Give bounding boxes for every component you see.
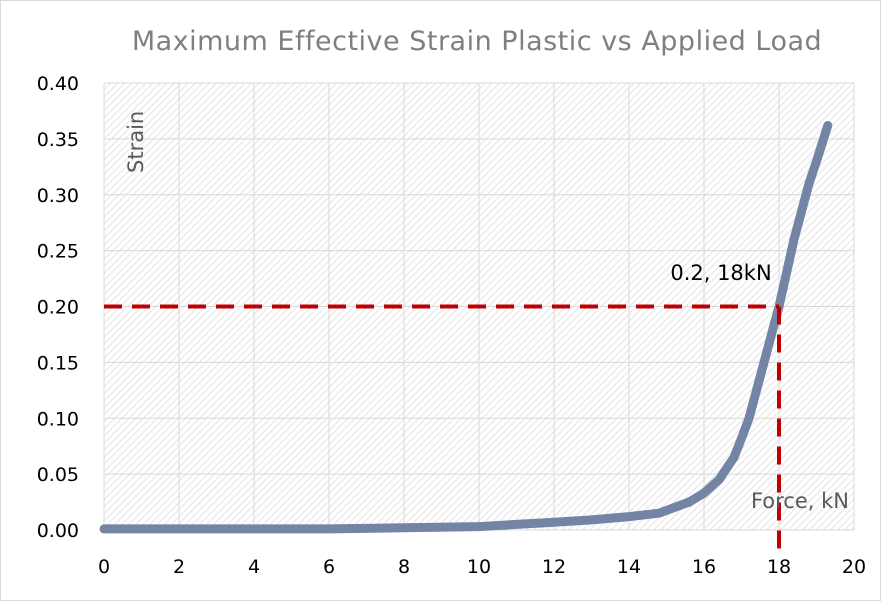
y-tick-label: 0.15 bbox=[37, 352, 79, 374]
y-tick-label: 0.35 bbox=[37, 129, 79, 151]
chart-title: Maximum Effective Strain Plastic vs Appl… bbox=[132, 26, 822, 57]
y-tick-label: 0.25 bbox=[37, 241, 79, 263]
x-tick-label: 10 bbox=[467, 556, 491, 578]
y-tick-label: 0.05 bbox=[37, 464, 79, 486]
y-tick-label: 0.20 bbox=[37, 297, 79, 319]
reference-lines bbox=[104, 304, 781, 550]
x-tick-label: 18 bbox=[767, 556, 791, 578]
x-tick-label: 12 bbox=[542, 556, 566, 578]
y-tick-label: 0.40 bbox=[37, 73, 79, 95]
x-tick-label: 14 bbox=[617, 556, 641, 578]
x-axis-title: Force, kN bbox=[751, 489, 849, 513]
x-tick-label: 20 bbox=[842, 556, 866, 578]
y-axis-tick-labels: 0.00 0.05 0.10 0.15 0.20 0.25 0.30 0.35 0.40 bbox=[37, 73, 79, 542]
x-tick-label: 0 bbox=[98, 556, 110, 578]
x-tick-label: 2 bbox=[173, 556, 185, 578]
y-tick-label: 0.30 bbox=[37, 185, 79, 207]
x-axis-tick-labels: 0 2 4 6 8 10 12 14 16 18 20 bbox=[98, 556, 866, 578]
x-tick-label: 6 bbox=[323, 556, 335, 578]
x-tick-label: 4 bbox=[248, 556, 260, 578]
y-axis-title: Strain bbox=[124, 111, 148, 173]
series-line bbox=[99, 121, 833, 534]
x-tick-label: 8 bbox=[398, 556, 410, 578]
annotation-label: 0.2, 18kN bbox=[670, 261, 771, 285]
series-layer bbox=[99, 121, 833, 534]
y-tick-label: 0.00 bbox=[37, 520, 79, 542]
x-tick-label: 16 bbox=[692, 556, 716, 578]
y-tick-label: 0.10 bbox=[37, 408, 79, 430]
